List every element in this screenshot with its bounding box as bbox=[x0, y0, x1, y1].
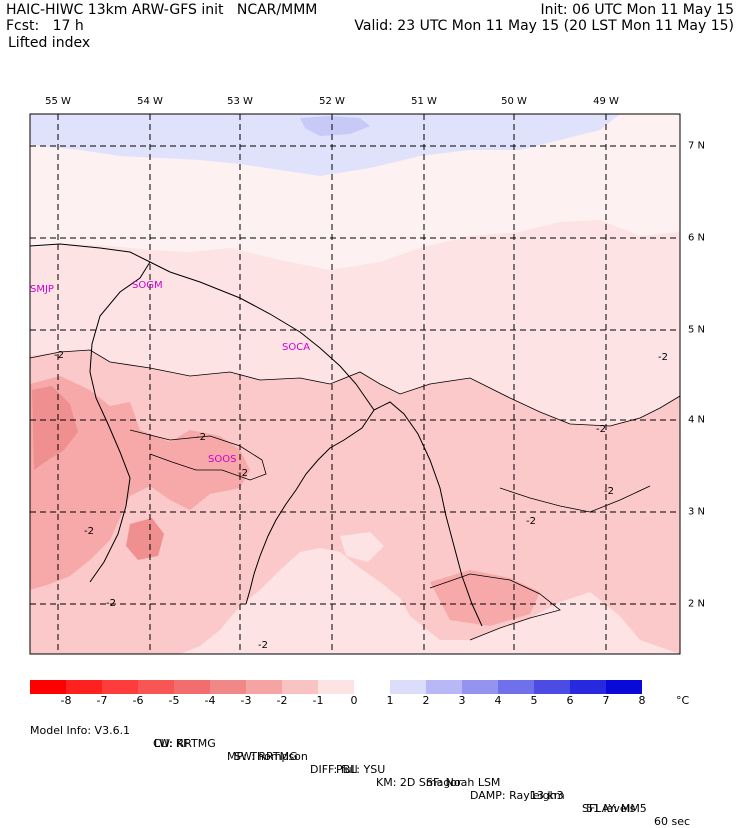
colorbar-tick-label: 6 bbox=[566, 694, 574, 707]
contour-line bbox=[29, 349, 681, 427]
km-option: KM: 2D Smagor bbox=[376, 776, 462, 789]
colorbar-cell bbox=[462, 680, 498, 694]
lat-label: 7 N bbox=[688, 140, 706, 152]
negative-region-4 bbox=[32, 386, 78, 470]
model-info: Model Info: V3.6.1 bbox=[30, 724, 131, 737]
colorbar-cell bbox=[138, 680, 174, 694]
contour-label: -2 bbox=[106, 598, 116, 609]
footer-line-1: Model Info: V3.6.1 CU: KF MP: Thompson P… bbox=[30, 711, 690, 828]
lon-label: 55 W bbox=[45, 96, 71, 107]
damp-option: DAMP: Rayleigh3 bbox=[470, 789, 564, 802]
model-title: HAIC-HIWC 13km ARW-GFS init NCAR/MMM bbox=[6, 2, 318, 18]
colorbar-tick-label: -7 bbox=[96, 694, 108, 707]
contour-label: -2 bbox=[238, 468, 248, 479]
lon-label: 50 W bbox=[501, 96, 527, 107]
timestep: 60 sec bbox=[654, 815, 691, 828]
lon-label: 49 W bbox=[593, 96, 619, 107]
grid-lines bbox=[30, 114, 680, 654]
lon-label: 54 W bbox=[137, 96, 163, 107]
colorbar-cell bbox=[570, 680, 606, 694]
footer-line-2: LW: RRTMG SW: RRTMG DIFF: full KM: 2D Sm… bbox=[154, 724, 647, 815]
colorbar-cell bbox=[30, 680, 66, 694]
colorbar-tick-label: -6 bbox=[132, 694, 144, 707]
colorbar-cell bbox=[66, 680, 102, 694]
forecast-hour: Fcst: 17 h bbox=[6, 18, 84, 34]
contour-label: -2 bbox=[84, 526, 94, 537]
valid-time: Valid: 23 UTC Mon 11 May 15 (20 LST Mon … bbox=[354, 18, 734, 34]
colorbar-cell bbox=[390, 680, 426, 694]
contour-line bbox=[499, 485, 651, 513]
sw-scheme: SW: RRTMG bbox=[234, 750, 298, 763]
map-frame bbox=[29, 113, 681, 655]
field-name: Lifted index bbox=[8, 35, 91, 51]
colorbar-tick-label: -1 bbox=[312, 694, 324, 707]
contour-label: -2 bbox=[658, 352, 668, 363]
colorbar bbox=[30, 680, 642, 694]
colorbar-tick-label: -5 bbox=[168, 694, 180, 707]
negative-region-5 bbox=[126, 518, 164, 560]
colorbar-tick-label: -2 bbox=[276, 694, 288, 707]
colorbar-tick-label: 3 bbox=[458, 694, 466, 707]
colorbar-tick-label: -8 bbox=[60, 694, 72, 707]
colorbar-cell bbox=[426, 680, 462, 694]
station-label-smjp: SMJP bbox=[30, 284, 54, 295]
contour-line bbox=[129, 429, 267, 481]
lat-label: 6 N bbox=[688, 232, 706, 244]
lon-label: 52 W bbox=[319, 96, 345, 107]
colorbar-tick-label: -4 bbox=[204, 694, 216, 707]
weak-region-1 bbox=[340, 532, 384, 562]
lw-scheme: LW: RRTMG bbox=[154, 737, 216, 750]
init-time: Init: 06 UTC Mon 11 May 15 bbox=[540, 2, 734, 18]
contour-label: -2 bbox=[604, 486, 614, 497]
coastline-border bbox=[149, 261, 375, 605]
lon-label: 51 W bbox=[411, 96, 437, 107]
colorbar-tick-label: 4 bbox=[494, 694, 502, 707]
colorbar-cell bbox=[354, 680, 390, 694]
contour-label: -2 bbox=[596, 424, 606, 435]
contour-line bbox=[429, 573, 561, 641]
colorbar-cell bbox=[498, 680, 534, 694]
contour-label: -2 bbox=[526, 516, 536, 527]
colorbar-tick-label: 8 bbox=[638, 694, 646, 707]
negative-region-3 bbox=[30, 376, 250, 590]
colorbar-unit: °C bbox=[676, 694, 690, 707]
colorbar-cell bbox=[606, 680, 642, 694]
border-line-2 bbox=[29, 243, 151, 583]
colorbar-tick-label: 2 bbox=[422, 694, 430, 707]
lat-label: 3 N bbox=[688, 506, 706, 518]
station-label-sogm: SOGM bbox=[132, 280, 163, 291]
colorbar-cell bbox=[246, 680, 282, 694]
colorbar-tick-label: 5 bbox=[530, 694, 538, 707]
positive-region-1 bbox=[30, 114, 620, 176]
negative-region-6 bbox=[430, 570, 540, 626]
station-label-soos: SOOS bbox=[208, 454, 236, 465]
colorbar-tick-label: 1 bbox=[386, 694, 394, 707]
station-label-soca: SOCA bbox=[282, 342, 310, 353]
colorbar-cell bbox=[102, 680, 138, 694]
contour-label: -2 bbox=[258, 640, 268, 651]
lon-label: 53 W bbox=[227, 96, 253, 107]
sflay-option: SFLAY: MM5 bbox=[582, 802, 647, 815]
positive-region-2 bbox=[300, 116, 370, 136]
colorbar-cell bbox=[318, 680, 354, 694]
positive-region-3 bbox=[36, 116, 64, 128]
lat-label: 4 N bbox=[688, 414, 706, 426]
contour-label: -2 bbox=[196, 432, 206, 443]
colorbar-cell bbox=[210, 680, 246, 694]
border-line-3 bbox=[373, 401, 483, 627]
colorbar-tick-label: -3 bbox=[240, 694, 252, 707]
contour-label: -2 bbox=[54, 350, 64, 361]
lifted-index-map: -2 -2 -2 -2 -2 -2 -2 -2 -2 -2 -2 SMJP SO… bbox=[29, 113, 681, 655]
colorbar-cell bbox=[282, 680, 318, 694]
diff-option: DIFF: full bbox=[310, 763, 358, 776]
lat-label: 5 N bbox=[688, 324, 706, 336]
lat-label: 2 N bbox=[688, 598, 706, 610]
colorbar-tick-label: 0 bbox=[350, 694, 358, 707]
negative-region-2 bbox=[30, 350, 680, 654]
colorbar-tick-label: 7 bbox=[602, 694, 610, 707]
colorbar-cell bbox=[534, 680, 570, 694]
colorbar-cell bbox=[174, 680, 210, 694]
